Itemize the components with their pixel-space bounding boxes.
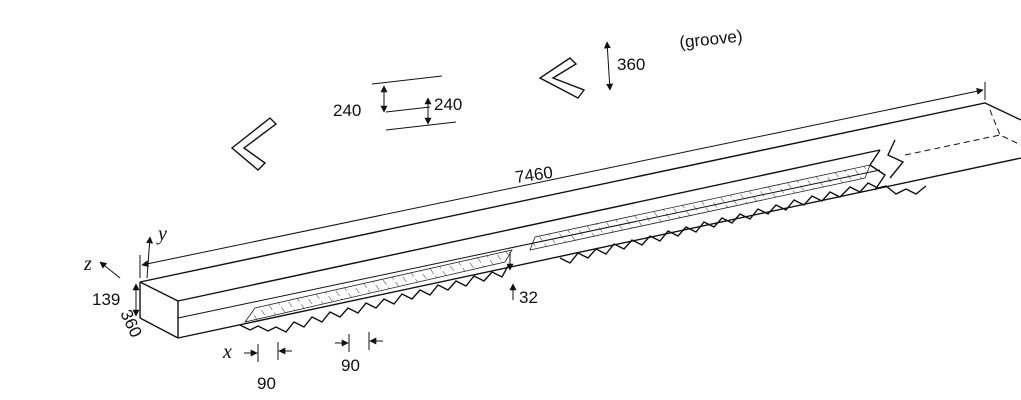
groove-label: (groove): [678, 26, 743, 52]
rib-height-label: 32: [519, 288, 538, 307]
axis-z-label: z: [83, 253, 92, 275]
rib-pitch-right-label: 90: [341, 356, 360, 375]
ribs-right: [529, 164, 927, 264]
groove-width-right-label: 240: [434, 95, 462, 114]
rib-pitch-dimension-left: [244, 342, 292, 362]
channel-body: [139, 102, 1021, 339]
length-label: 7460: [514, 163, 554, 187]
width-label: 360: [116, 307, 145, 341]
ribs-left: [239, 249, 513, 333]
chevron-mark-left: [230, 117, 278, 171]
axis-x-label: x: [222, 341, 232, 363]
coordinate-axes: [99, 236, 154, 279]
rib-pitch-left-label: 90: [257, 374, 276, 393]
length-dimension-line: [141, 87, 984, 268]
rib-pitch-dimension-right: [335, 332, 383, 352]
groove-depth-arrow: [603, 41, 614, 91]
groove-width-left-label: 240: [333, 101, 361, 120]
groove-depth-label: 360: [617, 55, 645, 74]
axis-y-label: y: [156, 223, 167, 245]
chevron-mark-right: [538, 57, 586, 99]
height-label: 139: [92, 290, 120, 309]
